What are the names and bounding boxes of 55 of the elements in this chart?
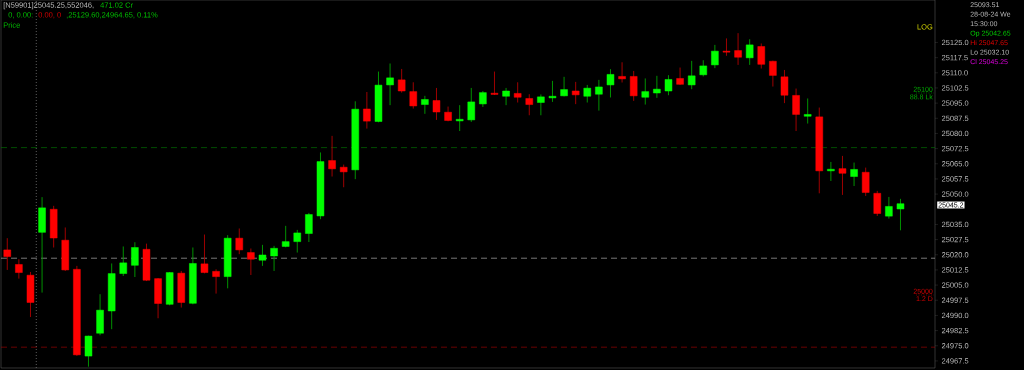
candlestick — [838, 155, 847, 196]
candlestick — [212, 268, 220, 295]
candlestick — [305, 212, 313, 243]
candlestick — [270, 245, 278, 272]
candlestick — [258, 244, 267, 267]
candlestick — [200, 234, 209, 274]
candlestick — [803, 98, 812, 124]
candlestick — [664, 74, 673, 96]
candlestick — [455, 104, 464, 132]
candlestick — [571, 81, 580, 105]
candlestick — [629, 70, 638, 102]
candlestick — [421, 95, 429, 115]
candlestick — [397, 68, 406, 94]
candlestick — [548, 80, 557, 103]
candlestick — [235, 228, 243, 255]
candlestick — [363, 91, 371, 130]
candlestick — [502, 87, 510, 106]
candlestick — [687, 60, 696, 90]
candlestick — [513, 81, 522, 103]
candlestick — [409, 81, 418, 110]
candlestick — [780, 69, 789, 104]
candlestick — [467, 87, 475, 123]
candlestick — [432, 87, 441, 121]
candlestick — [131, 241, 139, 278]
candlestick — [328, 135, 336, 177]
candlestick — [595, 79, 603, 112]
candlestick — [745, 38, 754, 66]
candlestick — [711, 44, 719, 69]
candlestick — [525, 93, 533, 116]
candlestick — [537, 93, 545, 116]
candlestick — [676, 67, 684, 86]
candlestick — [722, 37, 731, 57]
candlestick — [15, 258, 23, 280]
candlestick — [792, 88, 800, 132]
candlestick — [119, 246, 127, 277]
candlestick — [896, 198, 905, 231]
candlestick — [3, 237, 11, 271]
candlestick — [653, 75, 661, 99]
candlestick — [873, 190, 882, 217]
candlestick — [247, 248, 255, 276]
candlestick — [293, 229, 301, 253]
candlestick — [827, 161, 835, 182]
candlestick — [885, 196, 893, 220]
candlestick — [734, 32, 742, 66]
candlestick — [769, 60, 777, 87]
candlestick — [84, 335, 93, 368]
candlestick — [386, 63, 394, 106]
candlestick — [641, 78, 650, 105]
candlestick — [96, 293, 104, 336]
candlestick — [606, 68, 615, 98]
candlestick — [618, 61, 626, 83]
candlestick — [339, 164, 348, 188]
candlestick — [861, 167, 870, 197]
candlestick — [850, 162, 858, 187]
candlestick — [757, 43, 766, 69]
